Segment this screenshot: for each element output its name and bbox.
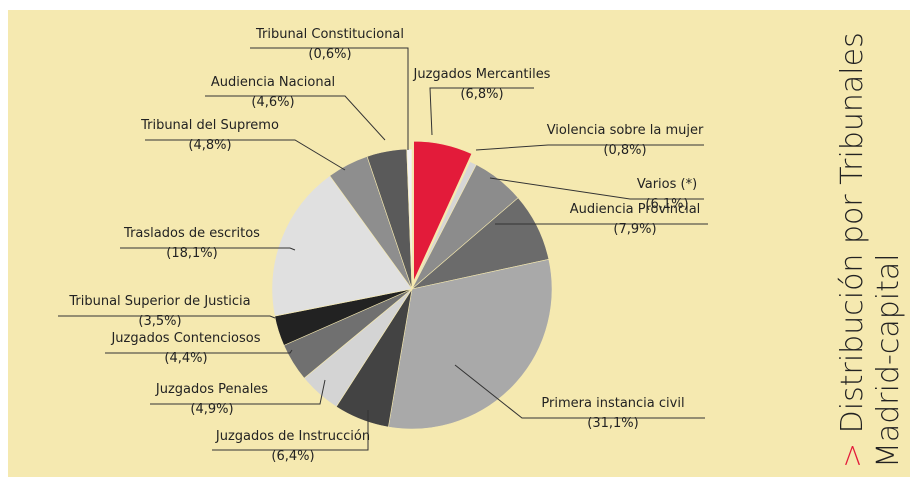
slice-value-label: (6,4%)	[271, 449, 314, 464]
leader-line	[205, 95, 386, 141]
slice-value-label: (18,1%)	[166, 246, 217, 261]
slice-label: Tribunal del Supremo	[140, 118, 279, 133]
chart-subtitle: Madrid-capital	[871, 253, 906, 468]
leader-line	[105, 349, 293, 354]
slice-label: Audiencia Nacional	[211, 75, 335, 90]
slice-label: Traslados de escritos	[123, 226, 260, 241]
title-marker: >	[835, 443, 870, 468]
leader-line	[429, 87, 534, 136]
slice-label: Juzgados Contenciosos	[110, 331, 260, 346]
slice-label: Violencia sobre la mujer	[547, 123, 704, 138]
pie-slice	[406, 148, 413, 290]
slice-label: Audiencia Provincial	[570, 202, 701, 217]
slice-value-label: (6,1%)	[645, 197, 688, 212]
leader-line	[150, 379, 326, 405]
leader-line	[489, 177, 704, 200]
slice-label: Tribunal Constitucional	[255, 27, 404, 42]
chart-title: > Distribución por Tribunales	[835, 32, 870, 468]
leader-line	[475, 144, 704, 151]
slice-value-label: (31,1%)	[587, 416, 638, 431]
slice-value-label: (0,8%)	[603, 143, 646, 158]
slice-value-label: (4,8%)	[188, 138, 231, 153]
slice-value-label: (0,6%)	[308, 47, 351, 62]
pie-slice	[413, 140, 473, 282]
slice-label: Primera instancia civil	[541, 396, 684, 411]
pie-slice	[388, 258, 553, 430]
slice-value-label: (7,9%)	[613, 222, 656, 237]
leader-line	[212, 410, 369, 451]
slice-label: Juzgados Penales	[155, 382, 268, 397]
leader-line	[58, 315, 276, 319]
slice-label: Juzgados Mercantiles	[413, 67, 551, 82]
leader-line	[145, 139, 346, 171]
slice-label: Tribunal Superior de Justicia	[68, 294, 250, 309]
title-text: Distribución por Tribunales	[835, 32, 870, 433]
slice-value-label: (4,6%)	[251, 95, 294, 110]
leader-line	[454, 364, 705, 419]
leader-line	[120, 247, 296, 251]
slice-value-label: (4,9%)	[190, 402, 233, 417]
slice-value-label: (4,4%)	[164, 351, 207, 366]
slice-value-label: (3,5%)	[138, 314, 181, 329]
slice-value-label: (6,8%)	[460, 87, 503, 102]
slice-label: Juzgados de Instrucción	[215, 429, 370, 444]
slice-label: Varios (*)	[637, 177, 697, 192]
pie-slice	[271, 175, 413, 317]
leader-line	[250, 47, 409, 150]
